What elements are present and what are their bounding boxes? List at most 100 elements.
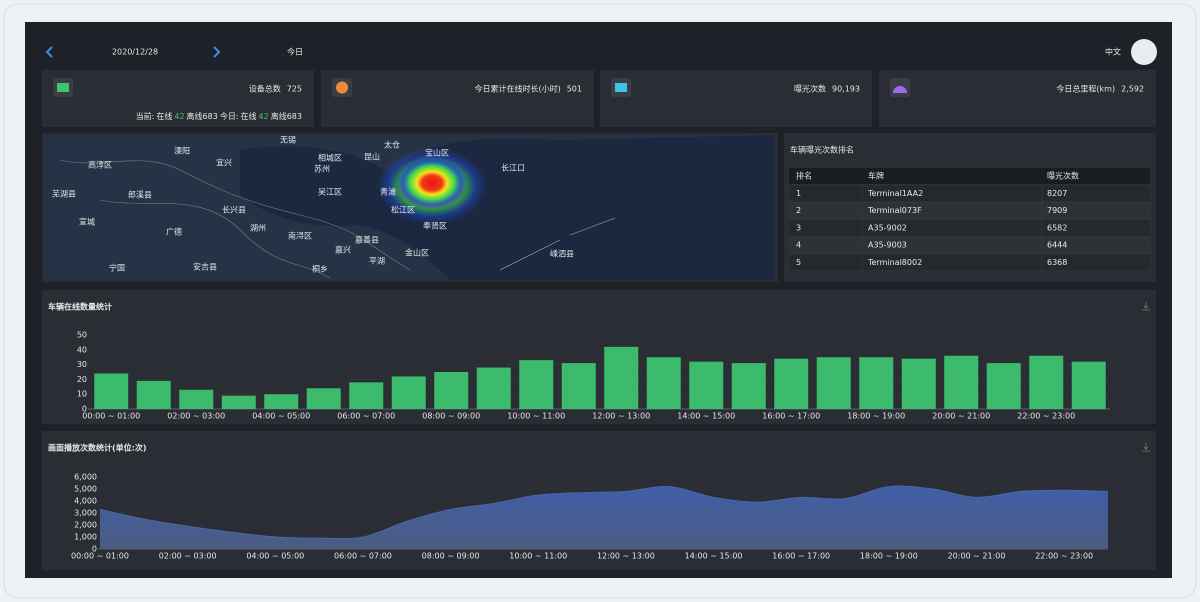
panel [879, 70, 1156, 127]
x-tick-label: 04:00 ~ 05:00 [246, 552, 304, 561]
map-label: 嘉善县 [355, 235, 379, 245]
x-tick-label: 20:00 ~ 21:00 [948, 552, 1006, 561]
panel [600, 70, 872, 127]
bar [986, 363, 1021, 409]
table-cell: 6582 [1047, 223, 1067, 232]
map-label: 广德 [166, 227, 182, 237]
map-label: 吴江区 [318, 188, 342, 197]
map-label: 相城区 [318, 153, 342, 163]
table-cell: 4 [796, 241, 801, 250]
bar [179, 389, 214, 409]
map-label: 芜湖县 [52, 189, 76, 199]
x-tick-label: 06:00 ~ 07:00 [334, 552, 392, 561]
bar [264, 394, 299, 409]
map-label: 太仓 [384, 140, 400, 150]
y-tick-label: 0 [92, 545, 97, 554]
stat-value: 2,592 [1121, 85, 1144, 94]
table-cell: 6368 [1047, 258, 1067, 267]
x-tick-label: 16:00 ~ 17:00 [772, 552, 830, 561]
bar [901, 358, 936, 409]
stat-label: 今日总里程(km) [1056, 84, 1115, 94]
language-switch[interactable]: 中文 [1105, 47, 1121, 57]
stat-label: 曝光次数 [794, 84, 826, 94]
x-tick-label: 22:00 ~ 23:00 [1035, 552, 1093, 561]
map-label: 郎溪县 [128, 190, 152, 200]
chart-title: 车辆在线数量统计 [48, 302, 112, 312]
table-row [788, 184, 1151, 203]
map-label: 安吉县 [193, 262, 217, 272]
bar [1071, 361, 1106, 409]
map-label: 桐乡 [312, 264, 328, 274]
bar [221, 395, 256, 409]
map-label: 湖州 [250, 224, 266, 233]
bar [731, 363, 766, 409]
table-cell: Terminal8002 [867, 258, 922, 267]
x-tick-label: 18:00 ~ 19:00 [860, 552, 918, 561]
bar [306, 388, 341, 409]
table-row [788, 201, 1151, 220]
map-label: 宣城 [79, 217, 95, 227]
column-header: 排名 [796, 171, 812, 181]
map-label: 宝山区 [425, 148, 449, 158]
y-tick-label: 40 [77, 345, 87, 354]
y-tick-label: 0 [82, 405, 87, 414]
stat-label: 设备总数 [249, 84, 281, 94]
stat-sub-part: 在线 [241, 111, 257, 121]
stat-sub-part: 离线683 [271, 111, 302, 121]
x-tick-label: 20:00 ~ 21:00 [932, 412, 990, 421]
map-label: 苏州 [314, 164, 330, 174]
heatmap-core [396, 156, 468, 210]
x-tick-label: 10:00 ~ 11:00 [509, 552, 567, 561]
stat-label: 今日累计在线时长(小时) [474, 84, 560, 94]
table-cell: 6444 [1047, 241, 1067, 250]
bar [689, 361, 724, 409]
next-button[interactable] [213, 46, 221, 58]
bar [434, 372, 469, 409]
table-cell: A35-9002 [868, 223, 907, 232]
bar [816, 357, 851, 409]
table-row [788, 219, 1151, 237]
y-tick-label: 30 [77, 360, 87, 369]
y-tick-label: 20 [77, 375, 87, 384]
table-title: 车辆曝光次数排名 [790, 145, 854, 155]
map-label: 松江区 [391, 205, 415, 215]
icon-shape [57, 83, 69, 92]
stat-sub-part: 42 [259, 112, 269, 121]
y-tick-label: 3,000 [74, 509, 97, 518]
table-cell: 7909 [1047, 206, 1067, 215]
y-tick-label: 2,000 [74, 521, 97, 530]
map-label: 嵊泗县 [550, 249, 574, 259]
stat-sub-part: 当前: [136, 111, 155, 121]
icon-shape [893, 86, 907, 93]
bar [136, 380, 171, 409]
stat-sub-part: 今日: [220, 111, 239, 121]
stat-value: 725 [287, 85, 302, 94]
map-label: 平湖 [369, 257, 385, 266]
panel [42, 70, 314, 127]
bar [94, 373, 129, 409]
y-tick-label: 1,000 [74, 533, 97, 542]
download-button[interactable] [1142, 443, 1150, 452]
x-tick-label: 14:00 ~ 15:00 [685, 552, 743, 561]
map-label: 嘉兴 [335, 245, 351, 255]
bar [349, 382, 384, 409]
map-label: 昆山 [364, 152, 380, 162]
table-cell: 1 [796, 189, 801, 198]
stat-sub-part: 离线683 [187, 111, 218, 121]
x-tick-label: 00:00 ~ 01:00 [71, 552, 129, 561]
prev-button[interactable] [45, 46, 53, 58]
x-tick-label: 08:00 ~ 09:00 [422, 412, 480, 421]
column-header: 车牌 [868, 171, 884, 181]
y-tick-label: 6,000 [74, 473, 97, 482]
table-row [788, 236, 1151, 254]
column-header: 曝光次数 [1047, 171, 1079, 181]
download-button[interactable] [1142, 302, 1150, 311]
today-button[interactable]: 今日 [287, 47, 303, 57]
stat-sub-part: 在线 [156, 111, 172, 121]
table-row [788, 253, 1151, 272]
panel [321, 70, 594, 127]
map-label: 宜兴 [216, 158, 232, 168]
y-tick-label: 50 [77, 331, 87, 340]
bar [561, 363, 596, 409]
bar [476, 367, 511, 409]
